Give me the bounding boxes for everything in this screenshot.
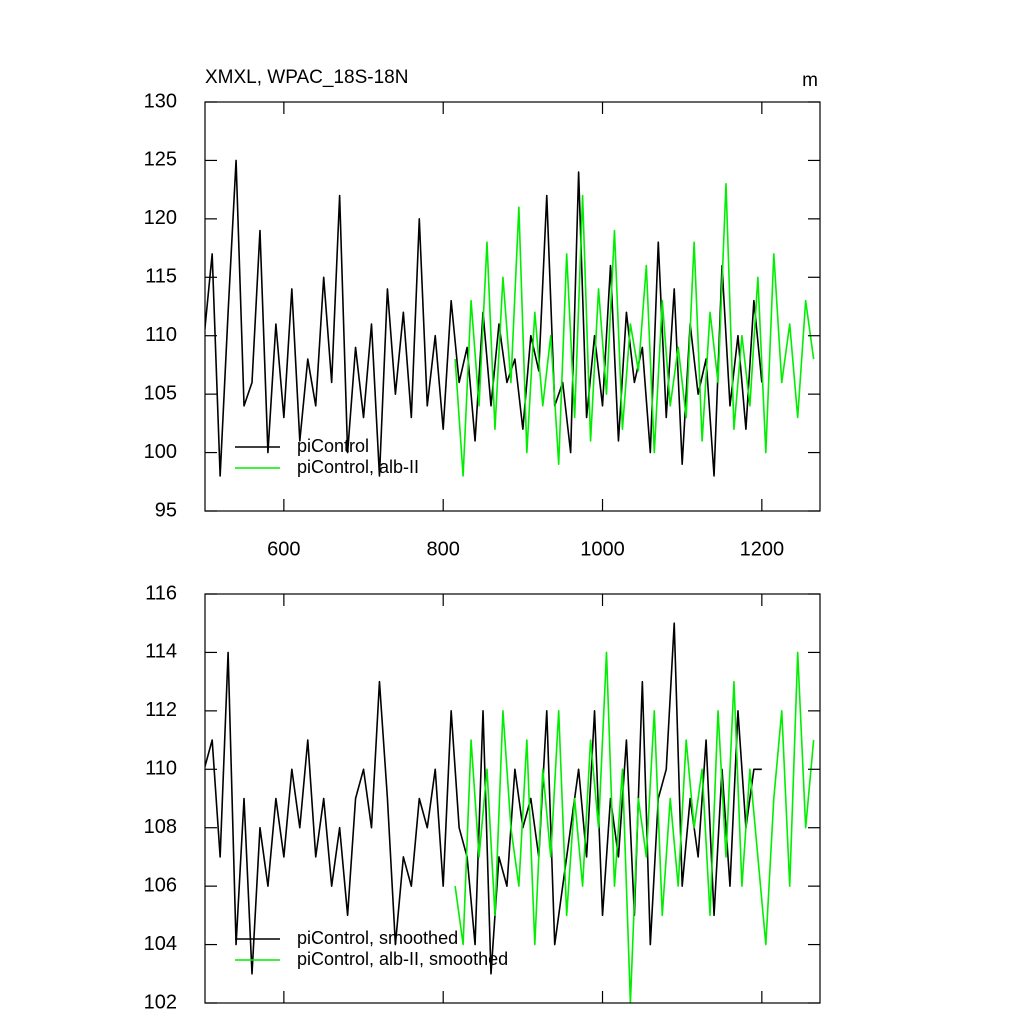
y-tick-label: 114 [145, 641, 177, 663]
y-tick-label: 108 [144, 816, 177, 838]
x-tick-label: 800 [427, 538, 460, 560]
y-tick-label: 110 [145, 324, 177, 346]
legend-label: piControl [297, 436, 369, 456]
plot-frame [204, 101, 821, 512]
plot: 95 100 105 110 115 120 125 130 600 800 1000 1200 XMX… [144, 67, 821, 560]
legend-label: piControl, smoothed [297, 928, 458, 948]
x-tick-label: 600 [267, 538, 300, 560]
chart-title: XMXL, WPAC_18S-18N [205, 67, 408, 88]
y-tick-label: 116 [145, 582, 177, 604]
y-tick-label: 130 [144, 90, 177, 112]
plot-frame [204, 593, 821, 1004]
legend-label: piControl, alb-II, smoothed [297, 949, 508, 969]
y-tick-label: 125 [144, 149, 177, 171]
series-line [205, 622, 762, 975]
y-tick-label: 105 [144, 382, 177, 404]
y-tick-label: 100 [144, 441, 177, 463]
x-tick-label: 1200 [740, 538, 785, 560]
series-line [454, 651, 815, 1003]
y-tick-label: 120 [144, 207, 177, 229]
y-tick-label: 115 [145, 266, 177, 288]
y-tick-label: 110 [145, 758, 177, 780]
y-tick-label: 104 [144, 933, 177, 955]
units-label: m [802, 70, 818, 91]
y-tick-label: 95 [155, 499, 177, 521]
legend-label: piControl, alb-II [297, 457, 419, 477]
x-tick-label: 1000 [580, 538, 625, 560]
series-line [454, 183, 815, 477]
y-tick-label: 112 [145, 699, 177, 721]
plot: 102 104 106 108 110 112 114 116 piControl, smoot… [144, 582, 821, 1013]
y-tick-label: 102 [144, 991, 177, 1013]
y-tick-label: 106 [144, 874, 177, 896]
